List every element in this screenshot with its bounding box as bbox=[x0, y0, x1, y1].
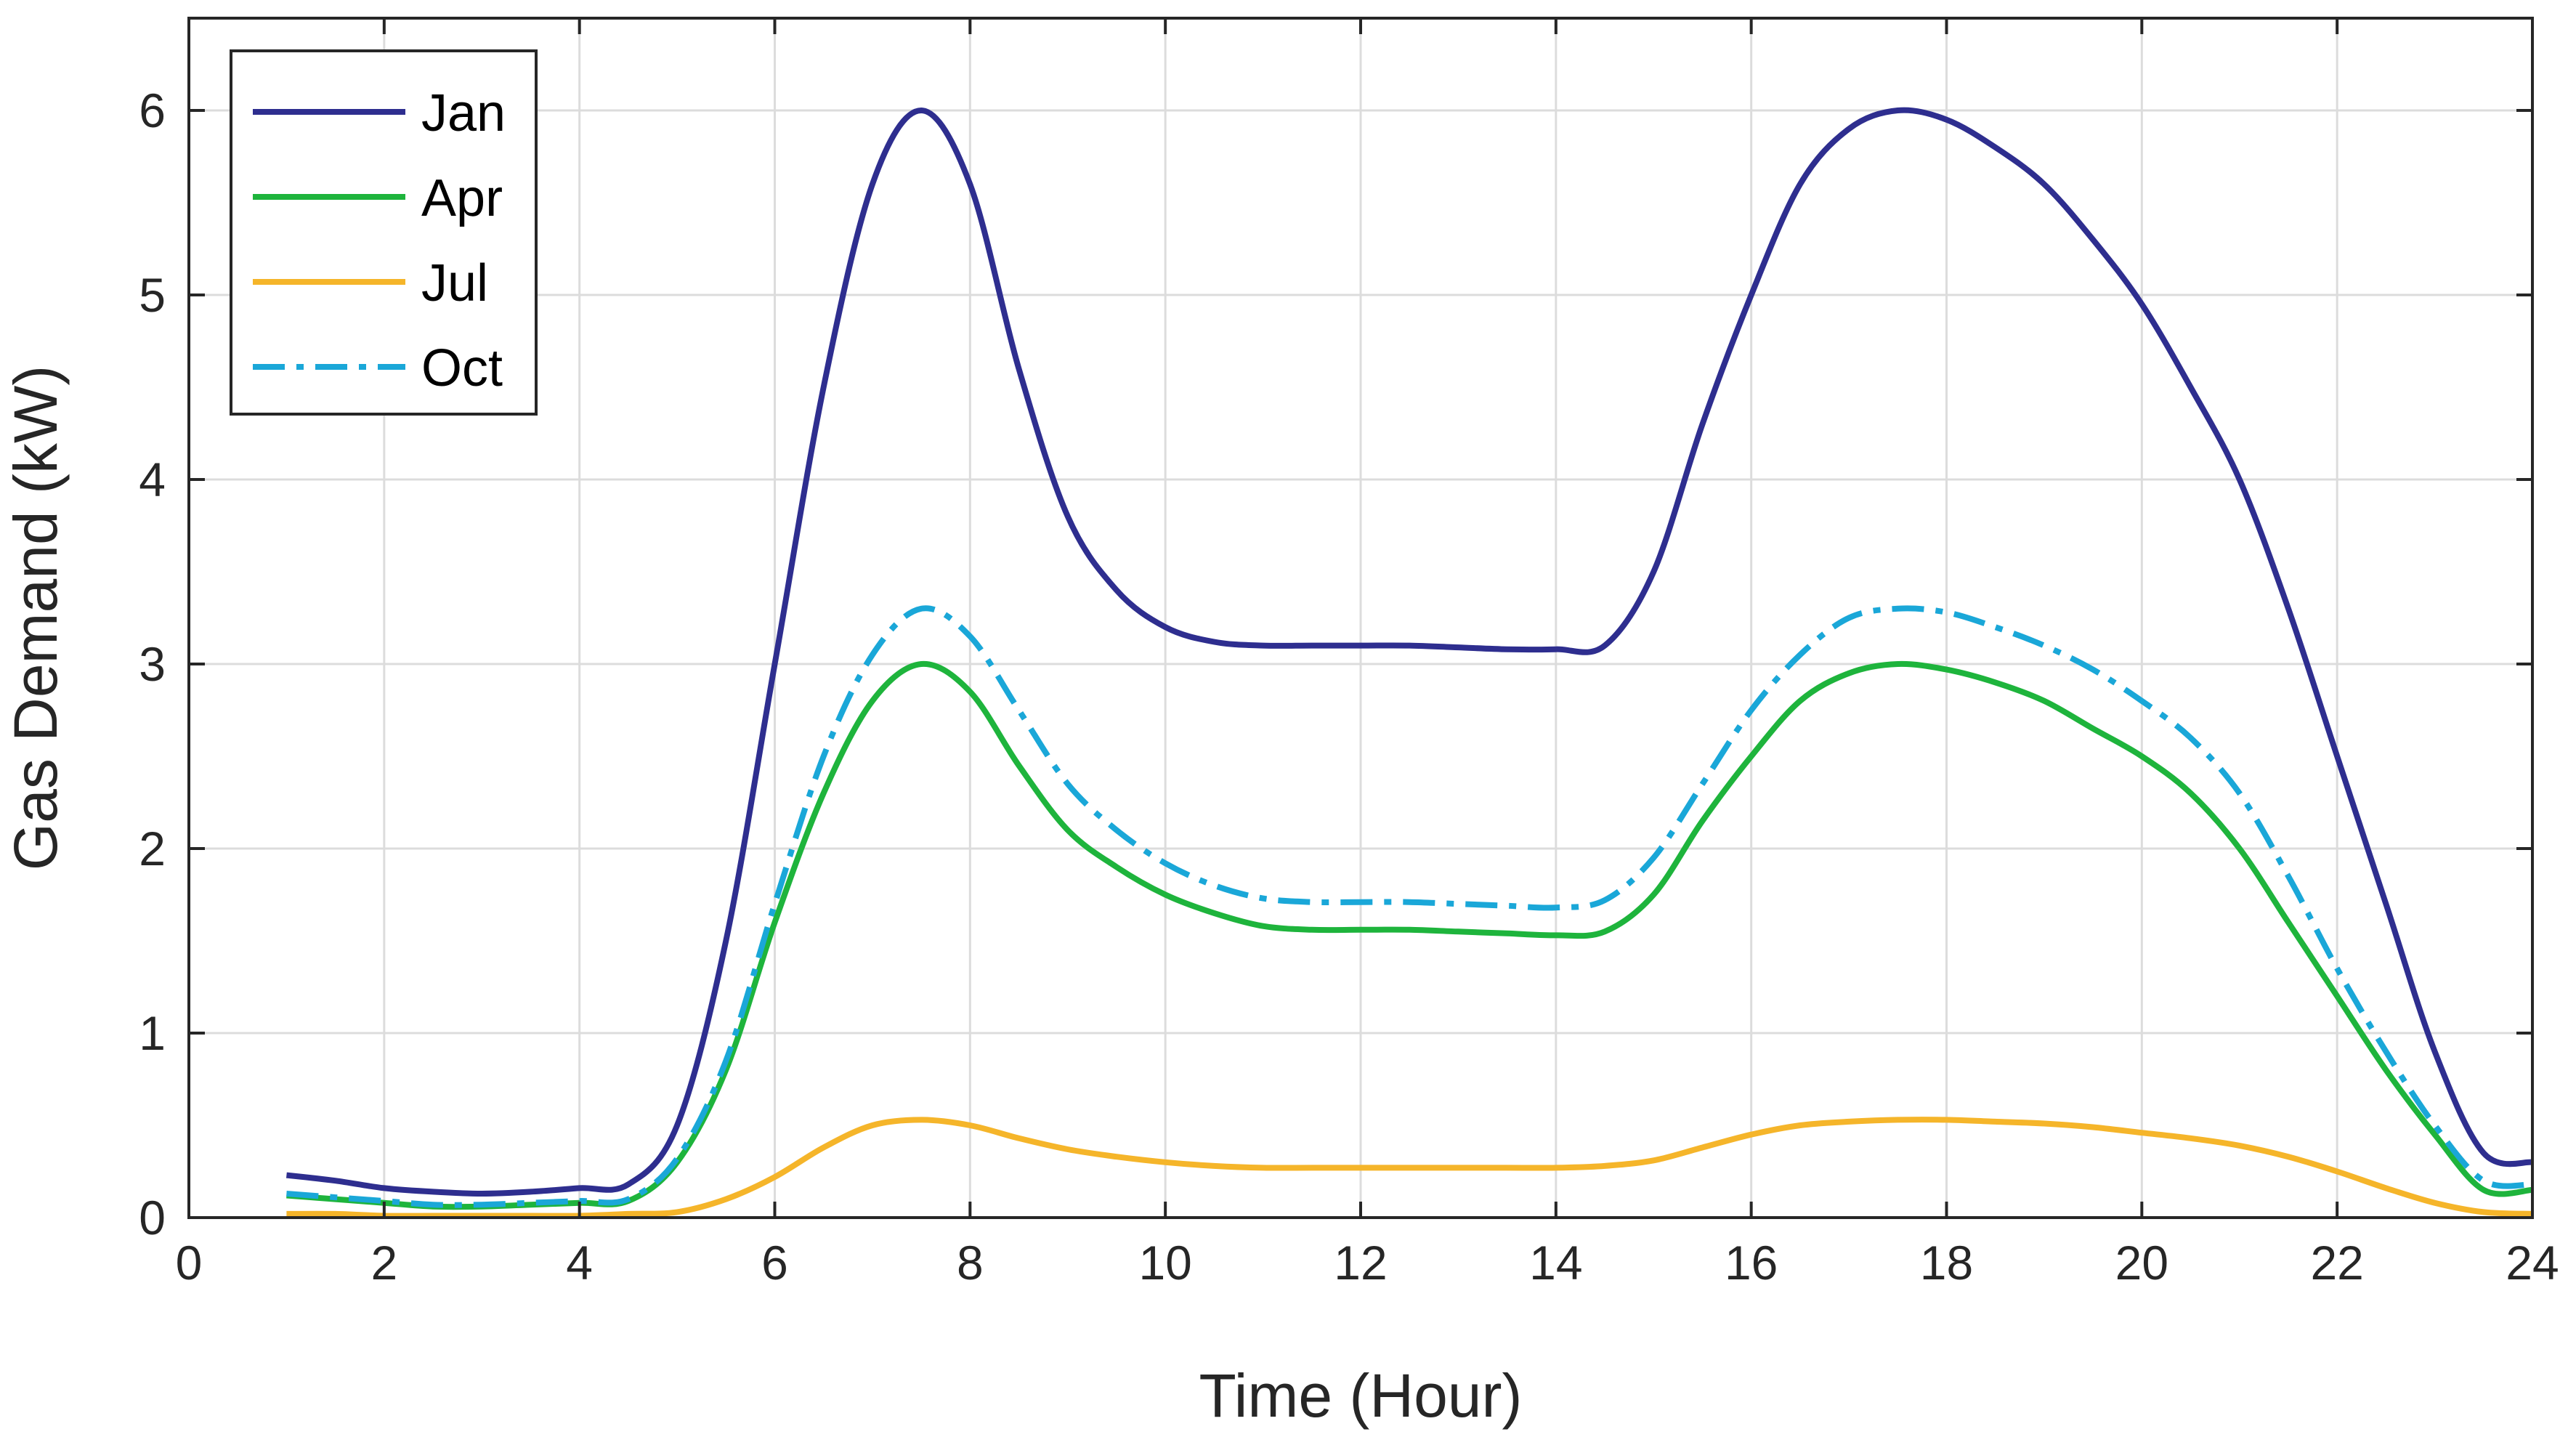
y-tick-label: 6 bbox=[139, 84, 166, 137]
legend-label-apr: Apr bbox=[421, 169, 503, 227]
x-tick-label: 24 bbox=[2506, 1236, 2559, 1290]
y-tick-label: 3 bbox=[139, 637, 166, 691]
series-lines bbox=[285, 107, 2533, 1219]
x-tick-label: 22 bbox=[2310, 1236, 2363, 1290]
x-tick-labels: 0 2 4 6 8 10 12 14 16 18 20 22 24 bbox=[176, 1236, 2559, 1290]
y-tick-label: 5 bbox=[139, 268, 166, 322]
x-tick-label: 0 bbox=[176, 1236, 203, 1290]
x-tick-label: 10 bbox=[1138, 1236, 1191, 1290]
series-line-oct bbox=[286, 605, 2533, 1208]
series-line-jul bbox=[286, 1117, 2533, 1219]
y-tick-labels: 0 1 2 3 4 5 6 bbox=[139, 84, 166, 1244]
y-tick-label: 4 bbox=[139, 453, 166, 506]
x-tick-label: 2 bbox=[370, 1236, 397, 1290]
x-tick-label: 4 bbox=[566, 1236, 593, 1290]
x-tick-label: 14 bbox=[1529, 1236, 1582, 1290]
x-tick-label: 16 bbox=[1725, 1236, 1778, 1290]
y-tick-label: 0 bbox=[139, 1191, 166, 1244]
x-tick-label: 20 bbox=[2115, 1236, 2168, 1290]
x-tick-label: 8 bbox=[957, 1236, 984, 1290]
y-tick-label: 2 bbox=[139, 822, 166, 875]
y-tick-label: 1 bbox=[139, 1006, 166, 1060]
x-tick-label: 18 bbox=[1920, 1236, 1973, 1290]
legend: Jan Apr Jul Oct bbox=[230, 49, 538, 416]
legend-label-jul: Jul bbox=[421, 254, 488, 312]
legend-label-oct: Oct bbox=[421, 339, 503, 397]
x-tick-label: 6 bbox=[761, 1236, 788, 1290]
y-axis-title: Gas Demand (kW) bbox=[1, 365, 70, 870]
axis-ticks bbox=[187, 18, 2534, 1219]
x-tick-label: 12 bbox=[1334, 1236, 1387, 1290]
x-axis-title: Time (Hour) bbox=[1199, 1361, 1523, 1430]
legend-label-jan: Jan bbox=[421, 84, 506, 142]
series-line-jan bbox=[285, 107, 2533, 1197]
